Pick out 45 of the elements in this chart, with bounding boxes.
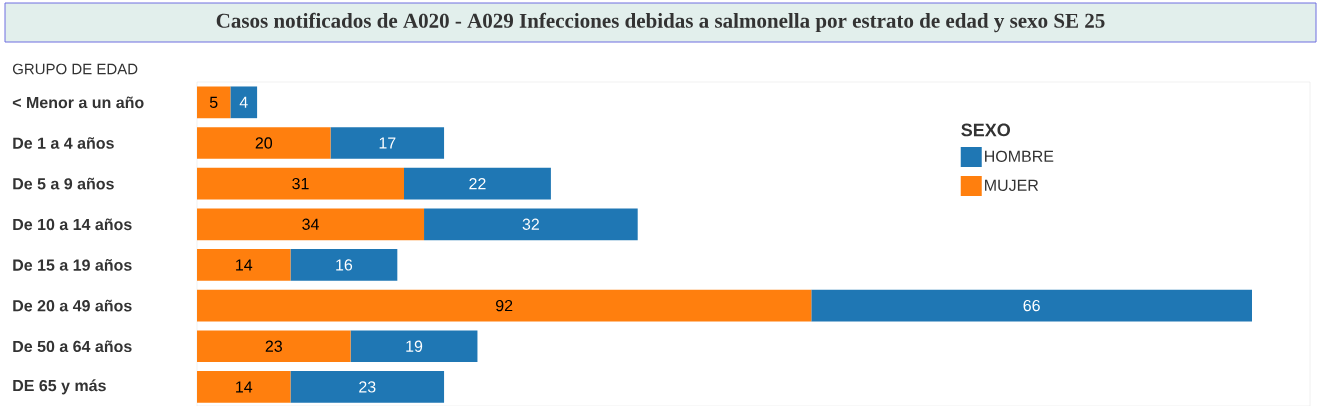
bar — [197, 249, 291, 281]
y-tick-label: DE 65 y más — [13, 379, 106, 395]
bar — [330, 127, 445, 159]
bar — [197, 371, 291, 403]
y-axis-title: GRUPO DE EDAD — [12, 63, 138, 75]
data-label: 22 — [469, 178, 486, 190]
data-label: 20 — [255, 137, 273, 149]
bar — [197, 289, 812, 322]
data-label: 34 — [302, 218, 319, 230]
bar — [197, 330, 351, 363]
bar — [197, 86, 231, 119]
bar — [404, 167, 551, 200]
bar — [424, 208, 638, 241]
data-label: 19 — [406, 340, 423, 352]
y-tick-label: De 10 a 14 años — [13, 218, 132, 231]
y-tick-label: De 5 a 9 años — [13, 177, 114, 190]
data-label: 16 — [336, 259, 353, 271]
y-tick-label: < Menor a un año — [12, 96, 144, 109]
y-tick-label: De 15 a 19 años — [13, 259, 132, 271]
data-label: 17 — [379, 137, 396, 149]
bar — [290, 249, 398, 281]
data-label: 23 — [265, 340, 282, 352]
data-label: 32 — [522, 218, 539, 230]
data-label: 5 — [209, 96, 218, 108]
legend-label: HOMBRE — [985, 150, 1054, 162]
bar — [811, 289, 1252, 322]
y-tick-label: De 50 a 64 años — [13, 340, 132, 353]
bar — [230, 86, 258, 119]
data-label: 14 — [236, 259, 253, 271]
bar — [197, 127, 331, 159]
legend-label: MUJER — [985, 179, 1039, 191]
data-label: 23 — [359, 381, 376, 393]
data-label: 4 — [239, 96, 248, 108]
y-tick-label: De 1 a 4 años — [13, 137, 114, 149]
data-label: 31 — [292, 177, 309, 190]
data-label: 14 — [236, 381, 253, 393]
bar — [197, 208, 425, 241]
bar — [290, 371, 445, 403]
chart-title: Casos notificados de A020 - A029 Infecciones debidas a salmonella por estrato de edad y sexo SE 25 — [216, 12, 1105, 33]
bar — [197, 167, 404, 200]
legend-title: SEXO — [961, 123, 1011, 137]
bar — [350, 330, 478, 363]
y-tick-label: De 20 a 49 años — [13, 299, 132, 312]
data-label: 92 — [496, 299, 513, 312]
data-label: 66 — [1023, 299, 1040, 312]
